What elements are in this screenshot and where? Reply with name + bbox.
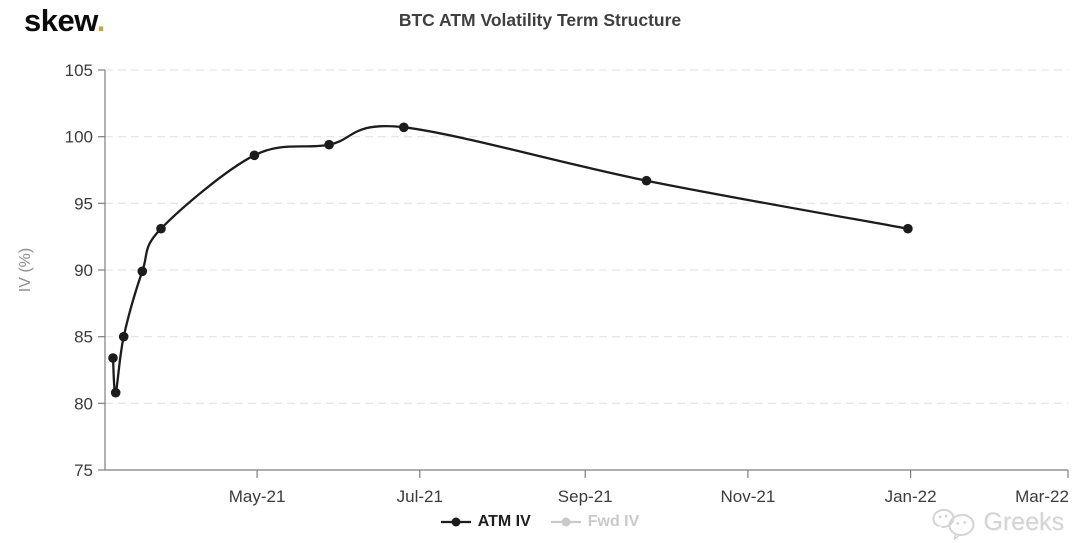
legend-item-atm-iv[interactable]: ATM IV	[440, 513, 531, 531]
data-point[interactable]	[903, 223, 913, 234]
legend-item-fwd-iv[interactable]: Fwd IV	[550, 513, 640, 531]
data-point[interactable]	[641, 175, 652, 186]
skew-logo-text: skew	[24, 3, 97, 38]
legend-marker-icon	[440, 517, 471, 527]
data-point[interactable]	[118, 331, 129, 342]
chart-title: BTC ATM Volatility Term Structure	[398, 10, 682, 30]
data-point[interactable]	[399, 122, 409, 133]
wechat-icon	[932, 508, 975, 540]
data-point[interactable]	[249, 150, 260, 161]
legend-label: Fwd IV	[587, 513, 640, 530]
y-tick-label: 105	[65, 61, 93, 80]
x-tick-label: Mar-22	[1015, 487, 1069, 506]
data-point[interactable]	[110, 387, 121, 398]
data-point[interactable]	[137, 266, 148, 277]
x-tick-label: Jan-22	[885, 487, 937, 506]
y-tick-label: 85	[74, 328, 93, 347]
y-tick-label: 90	[74, 261, 93, 280]
legend: ATM IV Fwd IV	[0, 513, 1080, 531]
y-tick-label: 100	[65, 128, 93, 147]
legend-label: ATM IV	[477, 513, 531, 530]
watermark: Greeks	[930, 504, 1064, 540]
data-point[interactable]	[156, 223, 166, 234]
x-tick-label: Sep-21	[558, 487, 613, 506]
legend-marker-icon	[550, 517, 581, 527]
x-tick-label: Nov-21	[720, 487, 775, 506]
data-point[interactable]	[108, 353, 118, 363]
x-tick-label: Jul-21	[397, 487, 443, 506]
data-point[interactable]	[324, 139, 334, 150]
y-axis-title: IV (%)	[17, 248, 34, 292]
y-tick-label: 75	[74, 461, 93, 480]
x-tick-label: May-21	[229, 487, 286, 506]
skew-logo: skew.	[24, 2, 105, 40]
skew-logo-dot: .	[96, 3, 106, 38]
y-tick-label: 80	[74, 394, 93, 413]
watermark-text: Greeks	[983, 507, 1064, 536]
y-tick-label: 95	[74, 194, 93, 213]
series-line-atm-iv[interactable]	[111, 125, 910, 394]
